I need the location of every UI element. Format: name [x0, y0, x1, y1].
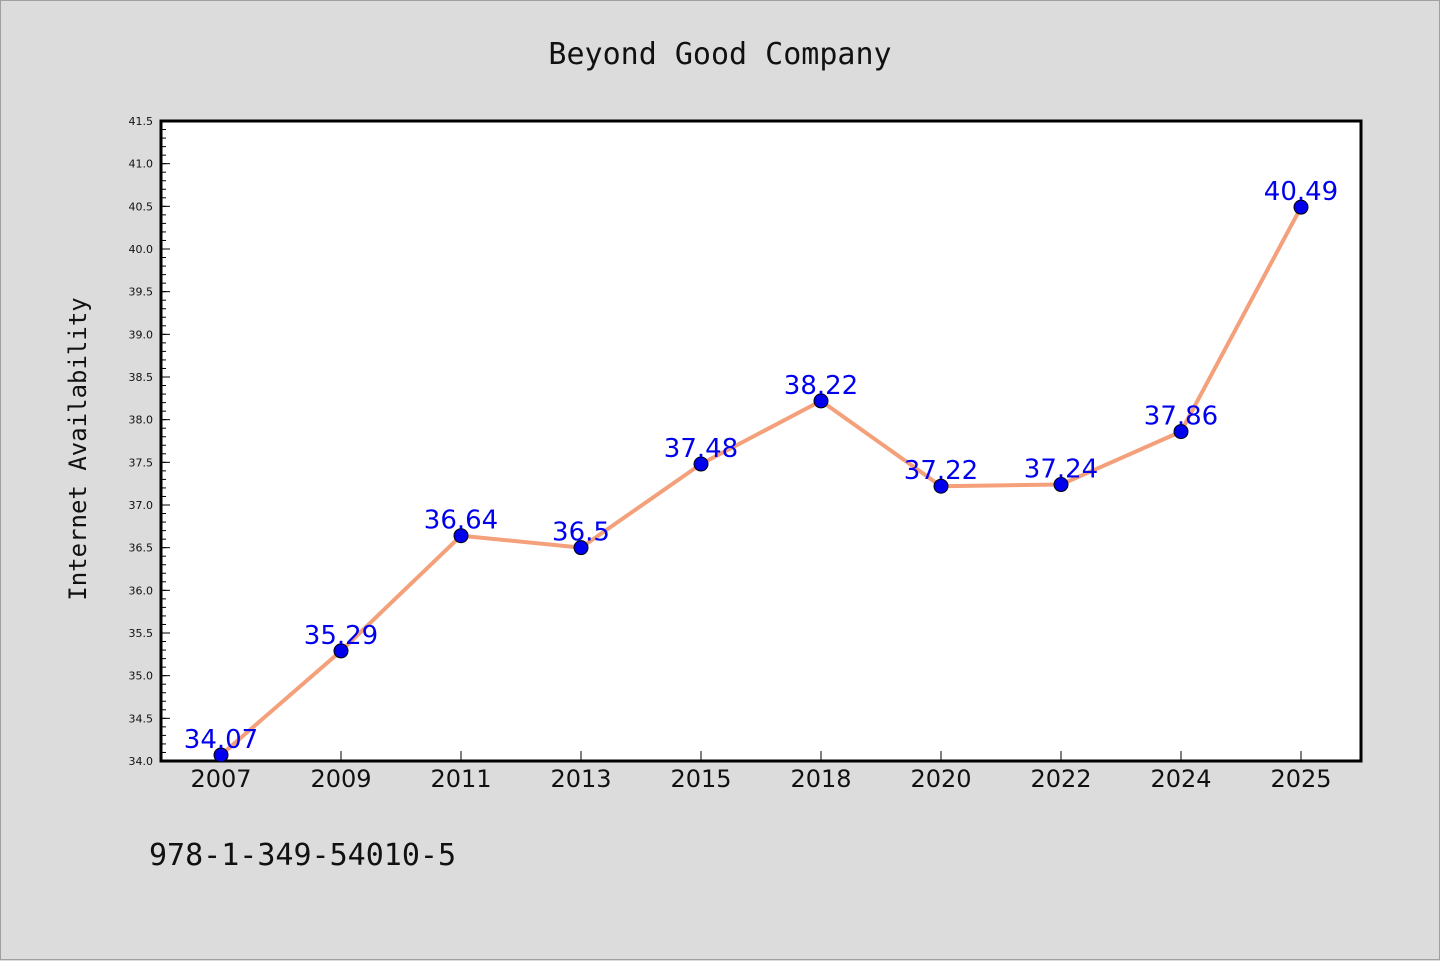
y-tick-label: 38.0 [129, 414, 154, 427]
data-point [813, 393, 829, 409]
y-tick-label: 34.5 [129, 712, 154, 725]
y-tick-label: 41.0 [129, 158, 154, 171]
y-tick-label: 39.5 [129, 286, 154, 299]
data-point [573, 540, 589, 556]
y-tick-label: 38.5 [129, 371, 154, 384]
data-label: 37.48 [664, 434, 738, 464]
x-tick-label: 2025 [1270, 765, 1331, 793]
x-tick-label: 2024 [1150, 765, 1211, 793]
plot-area [159, 119, 1363, 763]
data-label: 34.07 [184, 725, 258, 755]
x-tick-label: 2018 [790, 765, 851, 793]
series-line [219, 206, 1303, 757]
y-tick-label: 35.5 [129, 627, 154, 640]
data-point [453, 528, 469, 544]
data-point [333, 643, 349, 659]
x-tick-label: 2007 [190, 765, 251, 793]
data-label: 35.29 [304, 621, 378, 651]
data-label: 36.5 [552, 518, 610, 548]
data-point [213, 747, 229, 763]
x-tick-label: 2022 [1030, 765, 1091, 793]
x-tick-label: 2009 [310, 765, 371, 793]
x-tick-label: 2020 [910, 765, 971, 793]
y-tick-label: 36.5 [129, 542, 154, 555]
data-label: 36.64 [424, 506, 498, 536]
y-axis-label: Internet Availability [64, 297, 92, 600]
footer-isbn: 978-1-349-54010-5 [149, 838, 456, 873]
y-axis-ticks: 34.0 34.5 35.0 35.5 36.0 36.5 37.0 37.5 38.0 38.5… [129, 115, 170, 768]
x-axis-ticks: 2007 2009 2011 2013 2015 2018 2020 2022 2024 2025 [190, 751, 1332, 793]
data-label: 37.22 [904, 456, 978, 486]
data-point [1293, 199, 1309, 215]
x-tick-label: 2013 [550, 765, 611, 793]
series [213, 199, 1309, 763]
x-tick-label: 2015 [670, 765, 731, 793]
x-tick-label: 2011 [430, 765, 491, 793]
data-label: 37.86 [1144, 402, 1218, 432]
y-tick-label: 36.0 [129, 584, 154, 597]
y-tick-label: 40.5 [129, 200, 154, 213]
data-point [1053, 477, 1069, 493]
data-labels: 34.07 35.29 36.64 36.5 37.48 38.22 37.22 37.24 3… [184, 177, 1338, 755]
data-label: 40.49 [1264, 177, 1338, 207]
data-point [933, 478, 949, 494]
data-label: 37.24 [1024, 455, 1098, 485]
data-point [1173, 424, 1189, 440]
y-tick-label: 41.5 [129, 115, 154, 128]
y-tick-label: 35.0 [129, 670, 154, 683]
y-tick-label: 37.0 [129, 499, 154, 512]
y-tick-label: 39.0 [129, 328, 154, 341]
data-point [693, 456, 709, 472]
y-tick-label: 40.0 [129, 243, 154, 256]
chart-title: Beyond Good Company [548, 37, 891, 72]
y-tick-label: 37.5 [129, 456, 154, 469]
y-tick-label: 34.0 [129, 755, 154, 768]
data-label: 38.22 [784, 371, 858, 401]
